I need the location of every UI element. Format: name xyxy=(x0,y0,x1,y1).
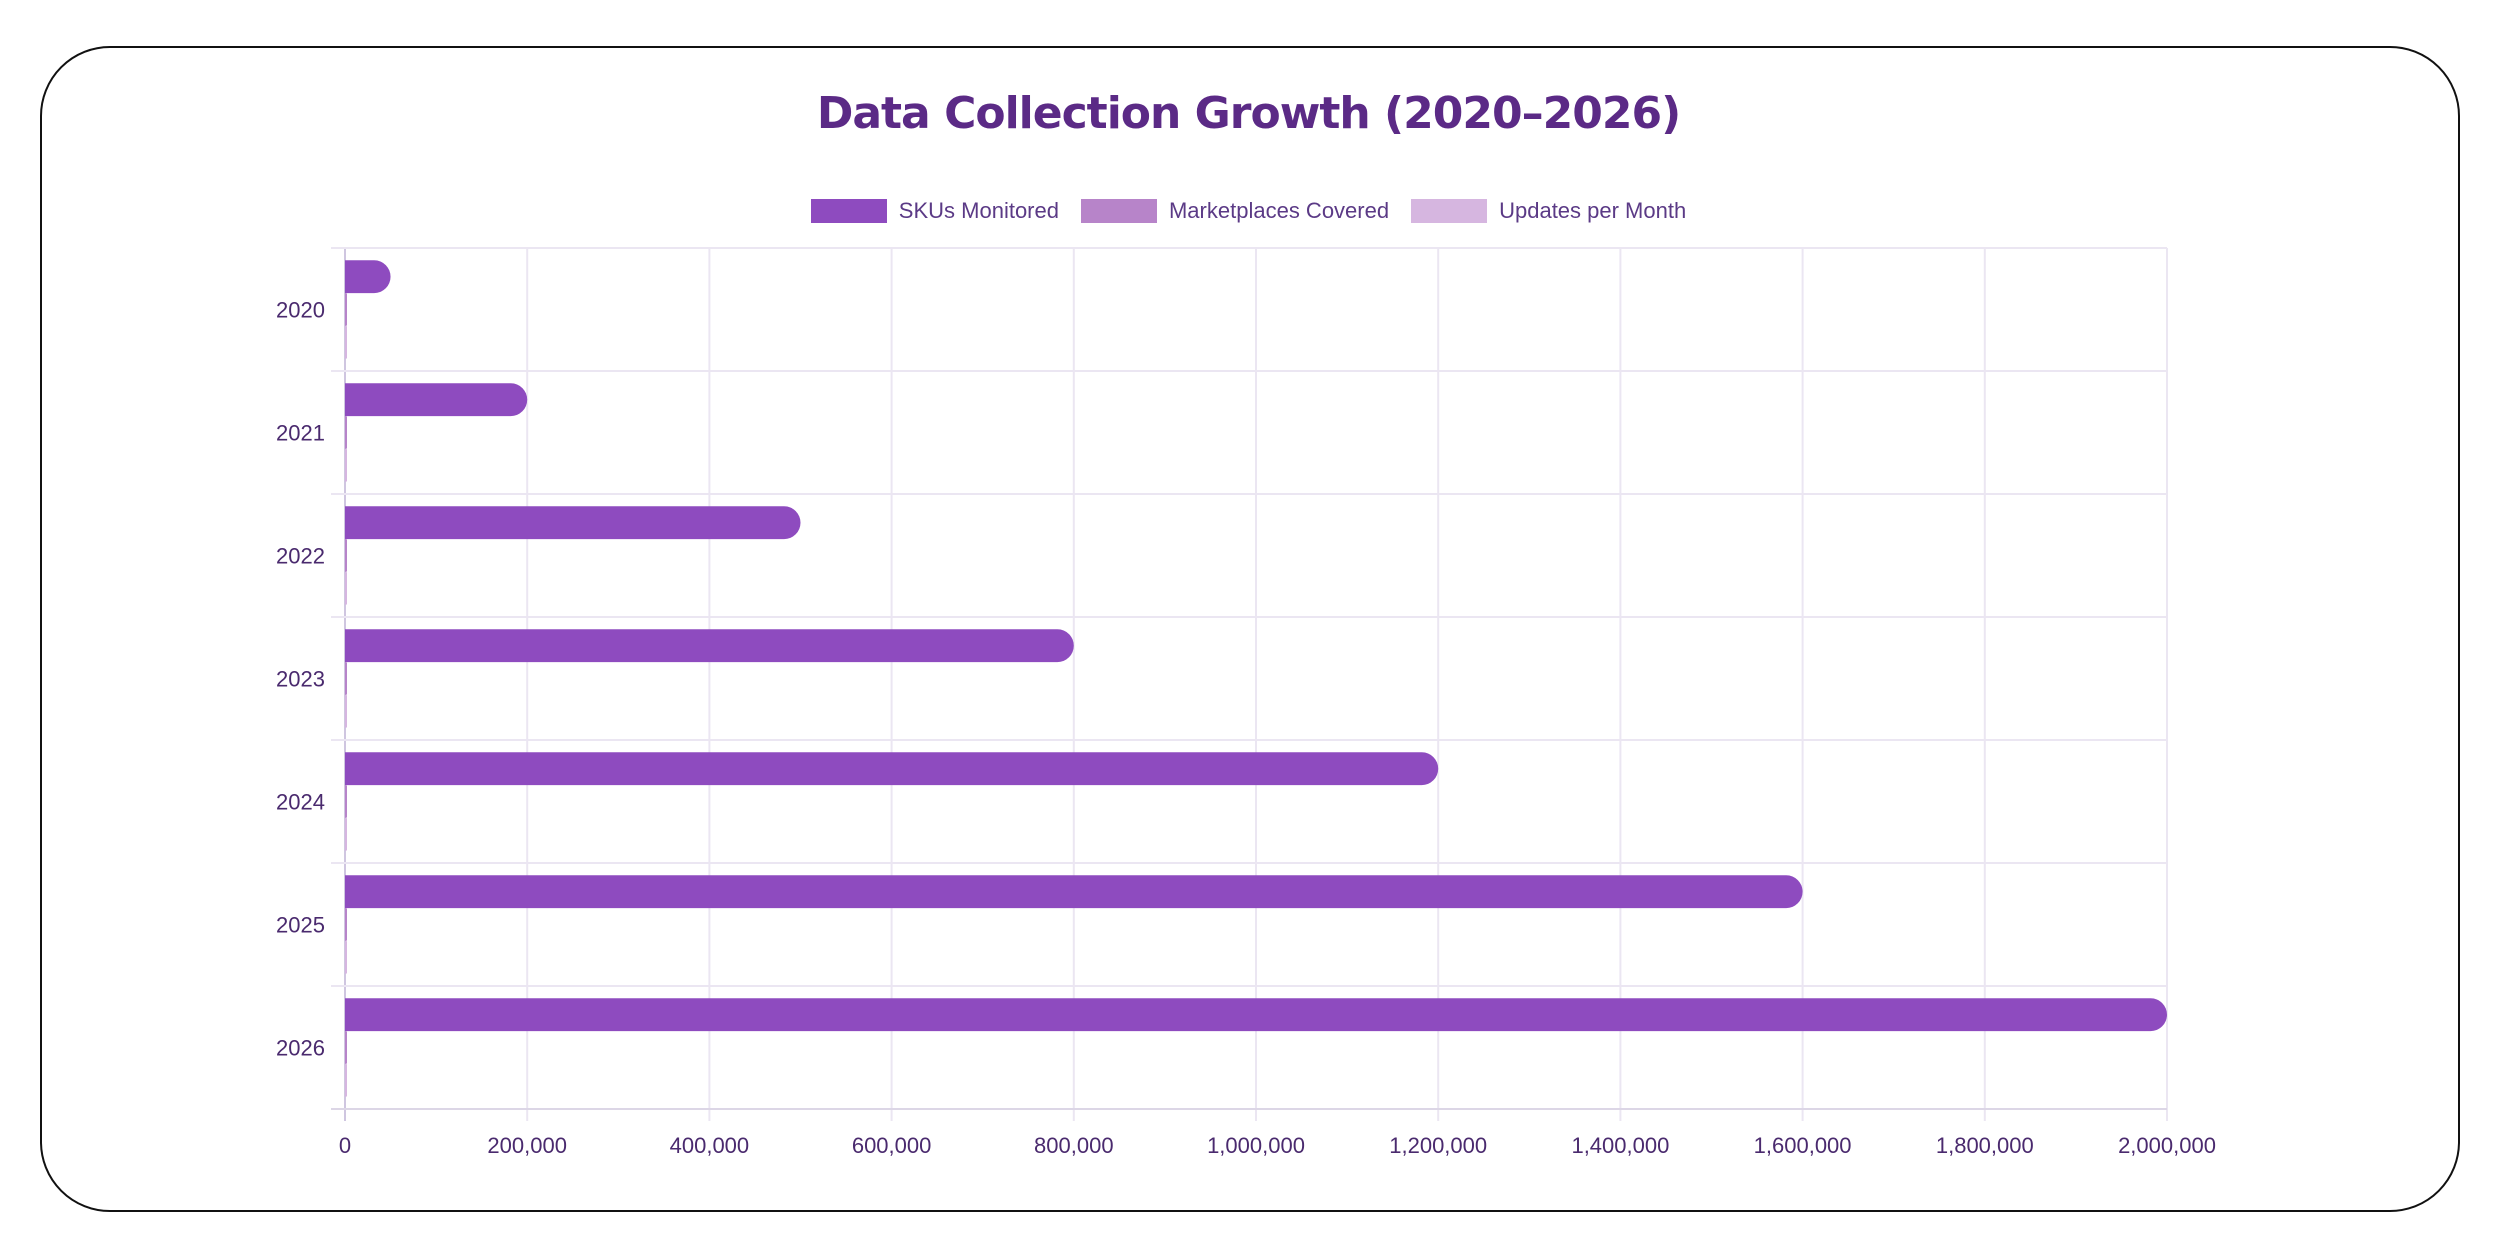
bar-skus-monitored xyxy=(345,875,1803,909)
x-tick-label: 600,000 xyxy=(852,1133,932,1158)
bar-marketplaces-covered xyxy=(345,1031,347,1064)
x-tick-label: 1,000,000 xyxy=(1207,1133,1305,1158)
x-tick-label: 400,000 xyxy=(670,1133,750,1158)
x-tick-label: 200,000 xyxy=(487,1133,567,1158)
bar-skus-monitored xyxy=(345,752,1439,786)
bar-updates-per-month xyxy=(345,448,347,482)
bar-updates-per-month xyxy=(345,940,347,974)
bar-marketplaces-covered xyxy=(345,416,347,449)
bar-skus-monitored xyxy=(345,506,801,540)
legend-swatch xyxy=(1080,199,1157,223)
y-tick-label: 2025 xyxy=(276,913,325,938)
x-tick-label: 1,400,000 xyxy=(1571,1133,1669,1158)
bar-marketplaces-covered xyxy=(345,662,347,695)
x-tick-label: 2,000,000 xyxy=(2118,1133,2216,1158)
legend-swatch xyxy=(1411,199,1488,223)
legend-label: Updates per Month xyxy=(1499,198,1687,223)
y-tick-label: 2026 xyxy=(276,1036,325,1061)
legend-swatch xyxy=(810,199,887,223)
x-tick-label: 1,600,000 xyxy=(1754,1133,1852,1158)
y-tick-label: 2024 xyxy=(276,790,325,815)
x-tick-label: 1,800,000 xyxy=(1936,1133,2034,1158)
y-tick-label: 2022 xyxy=(276,544,325,569)
bar-skus-monitored xyxy=(345,629,1074,663)
legend-label: SKUs Monitored xyxy=(898,198,1059,223)
bar-updates-per-month xyxy=(345,694,347,728)
bar-skus-monitored xyxy=(345,260,391,294)
bar-marketplaces-covered xyxy=(345,785,347,818)
legend: SKUs Monitored Marketplaces Covered Upda… xyxy=(0,198,2497,224)
x-tick-label: 800,000 xyxy=(1034,1133,1114,1158)
bar-marketplaces-covered xyxy=(345,908,347,941)
legend-item-updates[interactable]: Updates per Month xyxy=(1411,198,1686,224)
bar-marketplaces-covered xyxy=(345,293,347,326)
legend-label: Marketplaces Covered xyxy=(1168,198,1390,223)
y-tick-label: 2020 xyxy=(276,298,325,323)
bar-updates-per-month xyxy=(345,325,347,359)
x-tick-label: 0 xyxy=(339,1133,351,1158)
bar-skus-monitored xyxy=(345,383,528,417)
bar-updates-per-month xyxy=(345,1063,347,1097)
x-tick-label: 1,200,000 xyxy=(1389,1133,1487,1158)
y-tick-label: 2021 xyxy=(276,421,325,446)
chart-title: Data Collection Growth (2020–2026) xyxy=(816,88,1681,139)
y-tick-label: 2023 xyxy=(276,667,325,692)
legend-item-marketplaces[interactable]: Marketplaces Covered xyxy=(1080,198,1390,224)
bar-skus-monitored xyxy=(345,998,2167,1032)
legend-item-skus[interactable]: SKUs Monitored xyxy=(810,198,1059,224)
bar-marketplaces-covered xyxy=(345,539,347,572)
bar-updates-per-month xyxy=(345,817,347,851)
bar-updates-per-month xyxy=(345,571,347,605)
